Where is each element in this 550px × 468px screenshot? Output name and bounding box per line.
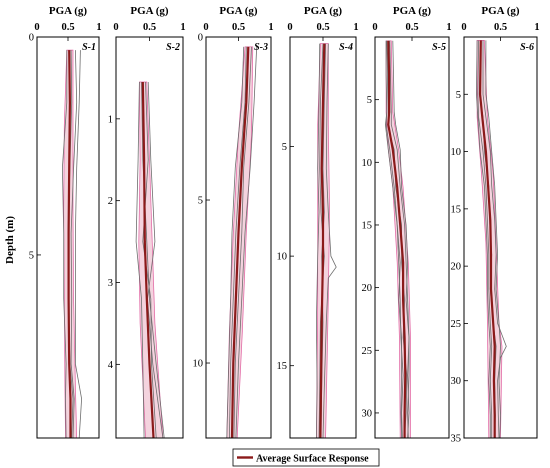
y-tick-label: 25 [362, 346, 373, 357]
panel-title: S-6 [520, 42, 534, 53]
y-tick-label: 1 [108, 114, 113, 125]
x-axis-label: PGA (g) [393, 5, 432, 17]
x-tick-label: 1 [96, 22, 101, 33]
record-line-2 [389, 40, 410, 439]
panel-title: S-1 [82, 42, 96, 53]
y-tick-label: 0 [29, 33, 34, 44]
x-tick-label: 0 [461, 22, 466, 33]
x-tick-label: 0.5 [405, 22, 418, 33]
y-tick-label: 30 [362, 408, 373, 419]
record-line-5 [384, 40, 404, 439]
y-axis-label: Depth (m) [4, 216, 16, 264]
envelope-band [476, 40, 503, 439]
x-axis-label: PGA (g) [130, 5, 169, 17]
record-line-3 [233, 46, 252, 439]
legend: Average Surface Response [232, 448, 380, 467]
y-tick-label: 5 [456, 90, 461, 101]
x-tick-label: 0 [287, 22, 292, 33]
y-tick-label: 25 [451, 319, 462, 330]
x-tick-label: 0 [113, 22, 118, 33]
y-tick-label: 0 [198, 33, 203, 44]
x-tick-label: 1 [534, 22, 539, 33]
y-tick-label: 10 [277, 252, 288, 263]
y-tick-label: 15 [451, 204, 462, 215]
x-tick-label: 1 [353, 22, 358, 33]
y-tick-label: 5 [29, 250, 34, 261]
x-tick-label: 0.5 [143, 22, 156, 33]
y-tick-label: 35 [451, 434, 462, 445]
y-tick-label: 10 [193, 359, 204, 370]
record-line-4 [147, 81, 164, 439]
x-tick-label: 0.5 [316, 22, 329, 33]
x-tick-label: 0 [372, 22, 377, 33]
x-tick-label: 0 [34, 22, 39, 33]
x-axis-label: PGA (g) [481, 5, 520, 17]
y-tick-label: 5 [198, 196, 203, 207]
y-tick-label: 5 [282, 142, 287, 153]
legend-label: Average Surface Response [256, 454, 369, 465]
record-line-2 [61, 50, 68, 439]
record-line-1 [477, 40, 493, 438]
y-tick-label: 20 [362, 283, 373, 294]
record-line-4 [392, 40, 410, 439]
record-line-5 [475, 40, 491, 438]
record-line-2 [226, 46, 245, 439]
record-line-1 [70, 50, 78, 439]
x-tick-label: 0 [203, 22, 208, 33]
y-tick-label: 5 [367, 95, 372, 106]
y-tick-label: 3 [108, 278, 113, 289]
record-line-1 [235, 46, 258, 439]
panel-title: S-2 [166, 42, 180, 53]
panel-title: S-4 [339, 42, 353, 53]
record-line-2 [482, 40, 507, 439]
x-axis-label: PGA (g) [219, 5, 258, 17]
record-line-4 [229, 46, 247, 439]
legend-box [232, 448, 380, 467]
panel-title: S-5 [432, 42, 446, 53]
record-line-4 [75, 50, 83, 439]
average-line [319, 43, 326, 439]
record-line-4 [485, 40, 501, 439]
y-tick-label: 2 [108, 196, 113, 207]
y-tick-label: 4 [108, 360, 114, 371]
average-line [387, 40, 407, 438]
y-tick-label: 15 [362, 220, 373, 231]
record-line-2 [141, 81, 165, 439]
average-line [478, 40, 496, 438]
x-axis-label: PGA (g) [304, 5, 343, 17]
x-tick-label: 1 [268, 22, 273, 33]
average-line [141, 81, 155, 439]
record-line-1 [322, 43, 337, 439]
x-tick-label: 0.5 [232, 22, 245, 33]
x-axis-label: PGA (g) [49, 5, 88, 17]
record-line-2 [315, 43, 321, 439]
average-line [230, 46, 250, 439]
y-tick-label: 10 [451, 147, 462, 158]
y-tick-label: 15 [277, 361, 288, 372]
average-line [67, 50, 72, 438]
panel-title: S-3 [254, 42, 268, 53]
y-tick-label: 10 [362, 158, 373, 169]
panel-1: PGA (g) 0 0.5 1 0 5 S-1 [29, 5, 102, 439]
y-tick-label: 30 [451, 376, 462, 387]
x-tick-label: 0.5 [494, 22, 507, 33]
y-tick-label: 20 [451, 262, 462, 273]
panel-2: PGA (g) 0 0.5 1 1 2 3 4 S-2 [108, 5, 186, 439]
x-tick-label: 0.5 [61, 22, 74, 33]
x-tick-label: 1 [446, 22, 451, 33]
record-line-1 [135, 81, 145, 439]
x-tick-label: 1 [180, 22, 185, 33]
